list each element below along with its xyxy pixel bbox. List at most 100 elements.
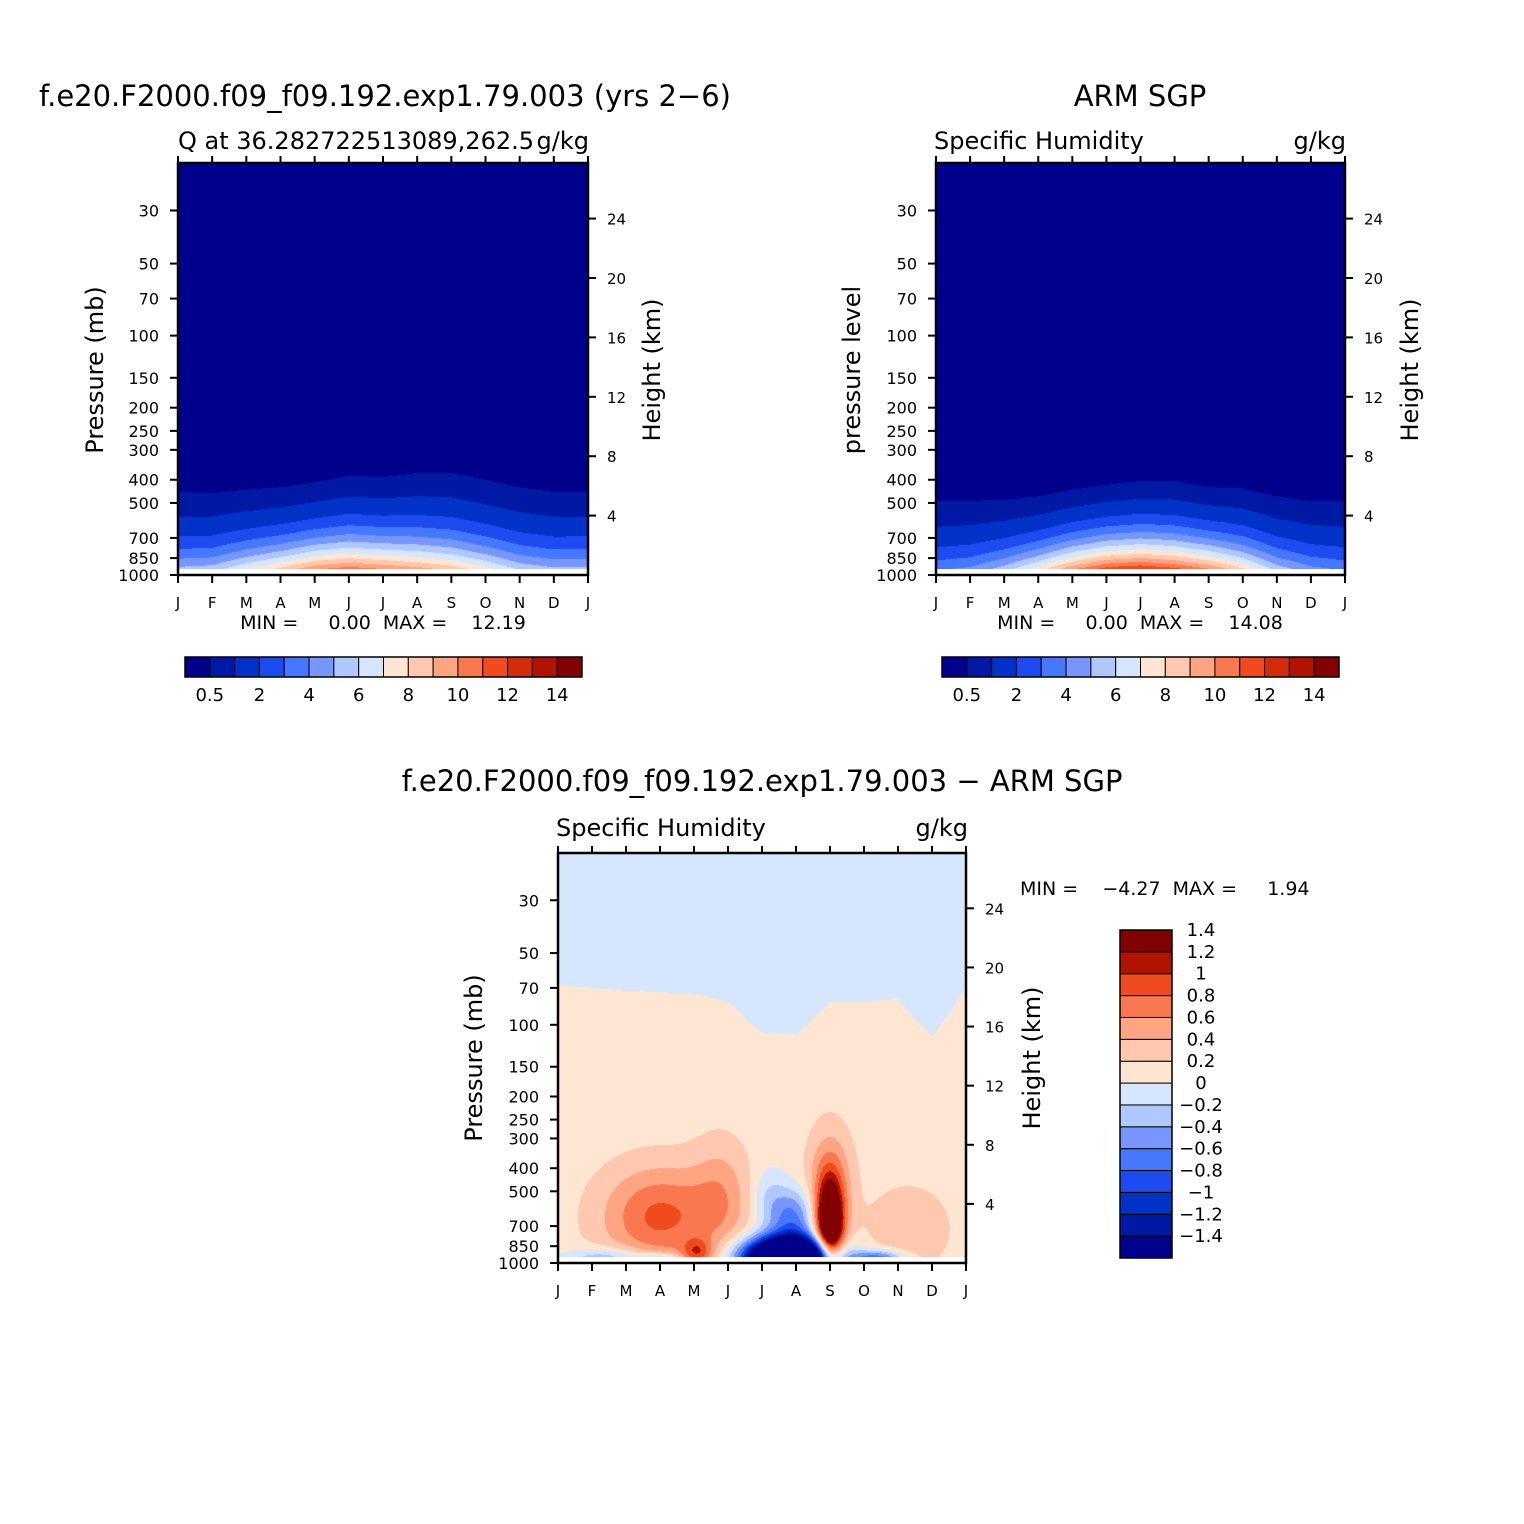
diff-month-label: F — [588, 1282, 597, 1300]
diff-height-label: 4 — [985, 1196, 995, 1214]
model-colorbar-label: 0.5 — [195, 685, 224, 706]
diff-pressure-label: 30 — [519, 891, 539, 910]
obs-height-label: 20 — [1364, 270, 1383, 288]
obs-pressure-label: 100 — [886, 327, 917, 346]
diff-colorbar: −1.4−1.2−1−0.8−0.6−0.4−0.200.20.40.60.81… — [1119, 920, 1223, 1259]
obs-colorbar-label: 2 — [1011, 685, 1022, 706]
diff-pressure-label: 700 — [508, 1217, 539, 1236]
obs-subtitle-left: Specific Humidity — [934, 127, 1144, 155]
obs-month-label: O — [1237, 594, 1249, 612]
obs-month-label: J — [1137, 594, 1142, 612]
model-height-label: 20 — [607, 270, 626, 288]
model-colorbar-label: 10 — [446, 685, 469, 706]
diff-month-label: J — [555, 1282, 560, 1300]
obs-min-max: MIN = 0.00 MAX = 14.08 — [997, 612, 1283, 634]
diff-pressure-label: 200 — [508, 1088, 539, 1107]
obs-field-image — [936, 163, 1345, 569]
obs-colorbar-label: 14 — [1303, 685, 1326, 706]
model-subtitle-left: Q at 36.282722513089,262.5 — [178, 127, 534, 155]
diff-pressure-label: 400 — [508, 1159, 539, 1178]
obs-month-label: D — [1305, 594, 1317, 612]
diff-month-label: A — [791, 1282, 802, 1300]
obs-colorbar-swatch — [1264, 656, 1290, 678]
model-pressure-label: 1000 — [118, 566, 159, 585]
obs-right-axis-label: Height (km) — [1396, 299, 1424, 442]
model-pressure-label: 850 — [128, 549, 159, 568]
obs-pressure-label: 850 — [886, 549, 917, 568]
obs-colorbar-swatch — [1140, 656, 1166, 678]
diff-colorbar-frame — [1119, 929, 1173, 1259]
obs-colorbar-frame — [941, 656, 1340, 678]
panel-model: f.e20.F2000.f09_f09.192.exp1.79.003 (yrs… — [39, 79, 731, 706]
obs-colorbar-label: 6 — [1110, 685, 1121, 706]
obs-pressure-label: 500 — [886, 494, 917, 513]
obs-y-axis-label: pressure level — [838, 286, 866, 454]
obs-month-label: F — [966, 594, 975, 612]
obs-colorbar-label: 10 — [1203, 685, 1226, 706]
model-month-label: D — [548, 594, 560, 612]
diff-month-label: A — [655, 1282, 666, 1300]
diff-subtitle-right: g/kg — [916, 814, 968, 842]
model-colorbar-swatch — [482, 656, 509, 678]
obs-pressure-label: 700 — [886, 529, 917, 548]
model-height-label: 12 — [607, 389, 626, 407]
diff-colorbar-swatch — [1119, 1082, 1173, 1106]
diff-min-max: MIN = −4.27 MAX = 1.94 — [1020, 878, 1310, 900]
model-month-label: O — [480, 594, 492, 612]
obs-pressure-label: 50 — [897, 255, 917, 274]
diff-subtitle-left: Specific Humidity — [556, 814, 766, 842]
diff-pressure-label: 70 — [519, 979, 539, 998]
obs-subtitle-right: g/kg — [1294, 127, 1346, 155]
panel-difference: f.e20.F2000.f09_f09.192.exp1.79.003 − AR… — [402, 764, 1310, 1300]
model-colorbar-swatch — [234, 656, 260, 678]
diff-month-label: J — [759, 1282, 764, 1300]
model-field-image — [178, 163, 588, 569]
obs-pressure-label: 150 — [886, 369, 917, 388]
model-pressure-label: 70 — [139, 290, 159, 309]
model-pressure-label: 100 — [128, 327, 159, 346]
model-month-label: J — [175, 594, 180, 612]
obs-month-label: N — [1271, 594, 1282, 612]
obs-month-label: J — [933, 594, 938, 612]
model-colorbar-label: 2 — [254, 685, 265, 706]
model-colorbar: 0.5 2 4 6 8 10 12 14 — [184, 656, 583, 706]
model-colorbar-label: 8 — [403, 685, 414, 706]
model-month-label: M — [308, 594, 321, 612]
diff-pressure-label: 250 — [508, 1111, 539, 1130]
diff-pressure-label: 150 — [508, 1058, 539, 1077]
obs-colorbar-swatch — [1040, 656, 1067, 678]
model-month-label: J — [585, 594, 590, 612]
obs-month-label: M — [998, 594, 1011, 612]
diff-month-label: M — [688, 1282, 701, 1300]
model-pressure-label: 30 — [139, 201, 159, 220]
model-colorbar-swatch — [432, 656, 459, 678]
diff-field-image — [558, 853, 966, 1257]
diff-month-label: O — [858, 1282, 870, 1300]
diff-pressure-label: 100 — [508, 1016, 539, 1035]
model-height-label: 24 — [607, 211, 626, 229]
model-title: f.e20.F2000.f09_f09.192.exp1.79.003 (yrs… — [39, 79, 731, 113]
diff-colorbar-label: 0.4 — [1187, 1029, 1216, 1050]
model-colorbar-swatch — [283, 656, 310, 678]
model-y-axis-label: Pressure (mb) — [81, 286, 109, 453]
obs-pressure-label: 1000 — [876, 566, 917, 585]
diff-month-label: M — [620, 1282, 633, 1300]
diff-month-label: J — [725, 1282, 730, 1300]
model-colorbar-swatch — [457, 656, 484, 678]
model-month-label: J — [380, 594, 385, 612]
model-pressure-label: 500 — [128, 494, 159, 513]
diff-colorbar-label: 1.2 — [1187, 942, 1216, 963]
model-colorbar-swatch — [258, 656, 285, 678]
diff-y-axis-label: Pressure (mb) — [460, 974, 488, 1141]
obs-height-label: 12 — [1364, 389, 1383, 407]
model-month-label: F — [208, 594, 217, 612]
obs-height-label: 4 — [1364, 508, 1374, 526]
model-subtitle-right: g/kg — [537, 127, 589, 155]
model-pressure-label: 300 — [128, 441, 159, 460]
panel-observations: ARM SGP Specific Humidity g/kg J F M A M J J A S… — [838, 79, 1424, 706]
model-colorbar-swatch — [333, 656, 360, 678]
obs-height-label: 24 — [1364, 211, 1383, 229]
diff-colorbar-label: −0.6 — [1179, 1139, 1223, 1160]
